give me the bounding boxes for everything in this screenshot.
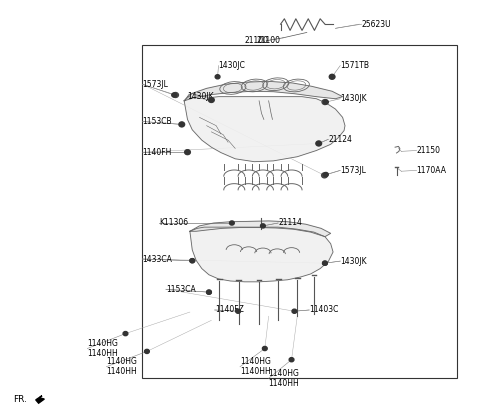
Polygon shape [190, 227, 333, 282]
Circle shape [322, 173, 327, 178]
Circle shape [190, 259, 195, 263]
Circle shape [324, 173, 328, 177]
Circle shape [323, 261, 327, 265]
Text: 1140HG
1140HH: 1140HG 1140HH [107, 357, 137, 376]
Circle shape [180, 122, 184, 126]
Circle shape [236, 309, 240, 313]
Text: 21124: 21124 [328, 135, 352, 144]
Text: 25623U: 25623U [362, 20, 391, 29]
Circle shape [173, 93, 179, 98]
Text: 21100: 21100 [245, 36, 269, 45]
Text: 1430JK: 1430JK [340, 256, 367, 266]
Text: 1140HG
1140HH: 1140HG 1140HH [269, 369, 300, 388]
Text: 1170AA: 1170AA [417, 166, 446, 175]
Circle shape [144, 349, 149, 354]
Circle shape [172, 93, 177, 97]
Bar [142, 45, 457, 378]
Circle shape [229, 221, 234, 225]
Circle shape [209, 98, 214, 102]
Circle shape [206, 290, 211, 294]
Circle shape [179, 122, 185, 127]
Circle shape [215, 75, 220, 79]
Text: 1430JK: 1430JK [188, 92, 214, 101]
Text: 21100: 21100 [257, 36, 281, 45]
Polygon shape [36, 396, 44, 403]
Circle shape [316, 141, 322, 146]
Text: 1571TB: 1571TB [340, 61, 369, 70]
Polygon shape [190, 221, 331, 237]
Circle shape [292, 309, 297, 313]
Text: 1153CB: 1153CB [143, 117, 172, 126]
Text: 21150: 21150 [417, 146, 441, 155]
Text: 1140HG
1140HH: 1140HG 1140HH [240, 357, 271, 376]
Text: 11403C: 11403C [309, 306, 338, 314]
Circle shape [322, 100, 328, 105]
Circle shape [185, 150, 190, 154]
Text: 21114: 21114 [278, 219, 302, 228]
Text: 1140HG
1140HH: 1140HG 1140HH [87, 339, 118, 358]
Text: 1573JL: 1573JL [143, 80, 168, 89]
Circle shape [316, 141, 321, 146]
Circle shape [208, 98, 214, 103]
Circle shape [323, 261, 327, 265]
Circle shape [263, 347, 267, 351]
Text: 1433CA: 1433CA [143, 254, 172, 264]
Circle shape [289, 358, 294, 362]
Circle shape [261, 224, 265, 228]
Text: 1153CA: 1153CA [166, 285, 196, 294]
Polygon shape [184, 81, 343, 101]
Circle shape [123, 332, 128, 336]
Polygon shape [184, 93, 345, 162]
Circle shape [330, 75, 335, 79]
Text: 1573JL: 1573JL [340, 166, 366, 175]
Circle shape [185, 150, 191, 155]
Circle shape [329, 74, 335, 79]
Text: 1140FZ: 1140FZ [215, 306, 243, 314]
Circle shape [206, 290, 211, 294]
Text: 1430JK: 1430JK [340, 94, 367, 103]
Text: 1430JC: 1430JC [218, 61, 245, 70]
Circle shape [324, 100, 328, 104]
Text: K11306: K11306 [159, 219, 188, 228]
Circle shape [190, 259, 195, 263]
Text: 1140FH: 1140FH [143, 148, 172, 157]
Text: FR.: FR. [13, 395, 27, 404]
